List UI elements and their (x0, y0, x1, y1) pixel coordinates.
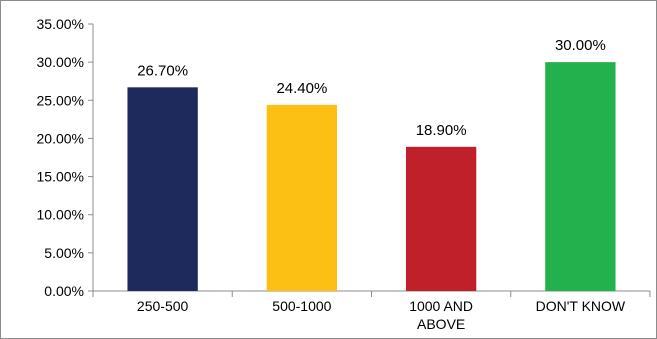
bar (545, 62, 616, 292)
y-tick-label: 20.00% (37, 130, 84, 146)
y-tick-label: 10.00% (37, 207, 84, 223)
y-tick-label: 25.00% (37, 92, 84, 108)
y-tick-label: 30.00% (37, 54, 84, 70)
x-tick-label: 500-1000 (272, 298, 331, 314)
y-tick-label: 15.00% (37, 169, 84, 185)
y-axis: 0.00% 5.00% 10.00% 15.00% 20.00% 25.00% 30.00%… (37, 16, 94, 299)
data-label: 24.40% (276, 80, 327, 97)
y-tick-label: 0.00% (44, 283, 84, 299)
y-tick-label: 5.00% (44, 245, 84, 261)
x-tick-label: DON'T KNOW (536, 298, 626, 314)
x-tick-labels: 250-500 500-1000 1000 AND ABOVE DON'T KNOW (137, 298, 626, 332)
data-label: 18.90% (416, 122, 467, 139)
x-tick-label: ABOVE (417, 316, 465, 332)
bar (405, 146, 477, 291)
y-tick-label: 35.00% (37, 16, 84, 32)
x-tick-label: 1000 AND (409, 298, 473, 314)
data-label: 30.00% (555, 37, 606, 54)
bar (266, 104, 338, 291)
data-labels: 26.70% 24.40% 18.90% 30.00% (137, 37, 606, 139)
bar (127, 87, 198, 292)
x-tick-label: 250-500 (137, 298, 189, 314)
data-label: 26.70% (137, 62, 188, 79)
bars (127, 62, 616, 292)
